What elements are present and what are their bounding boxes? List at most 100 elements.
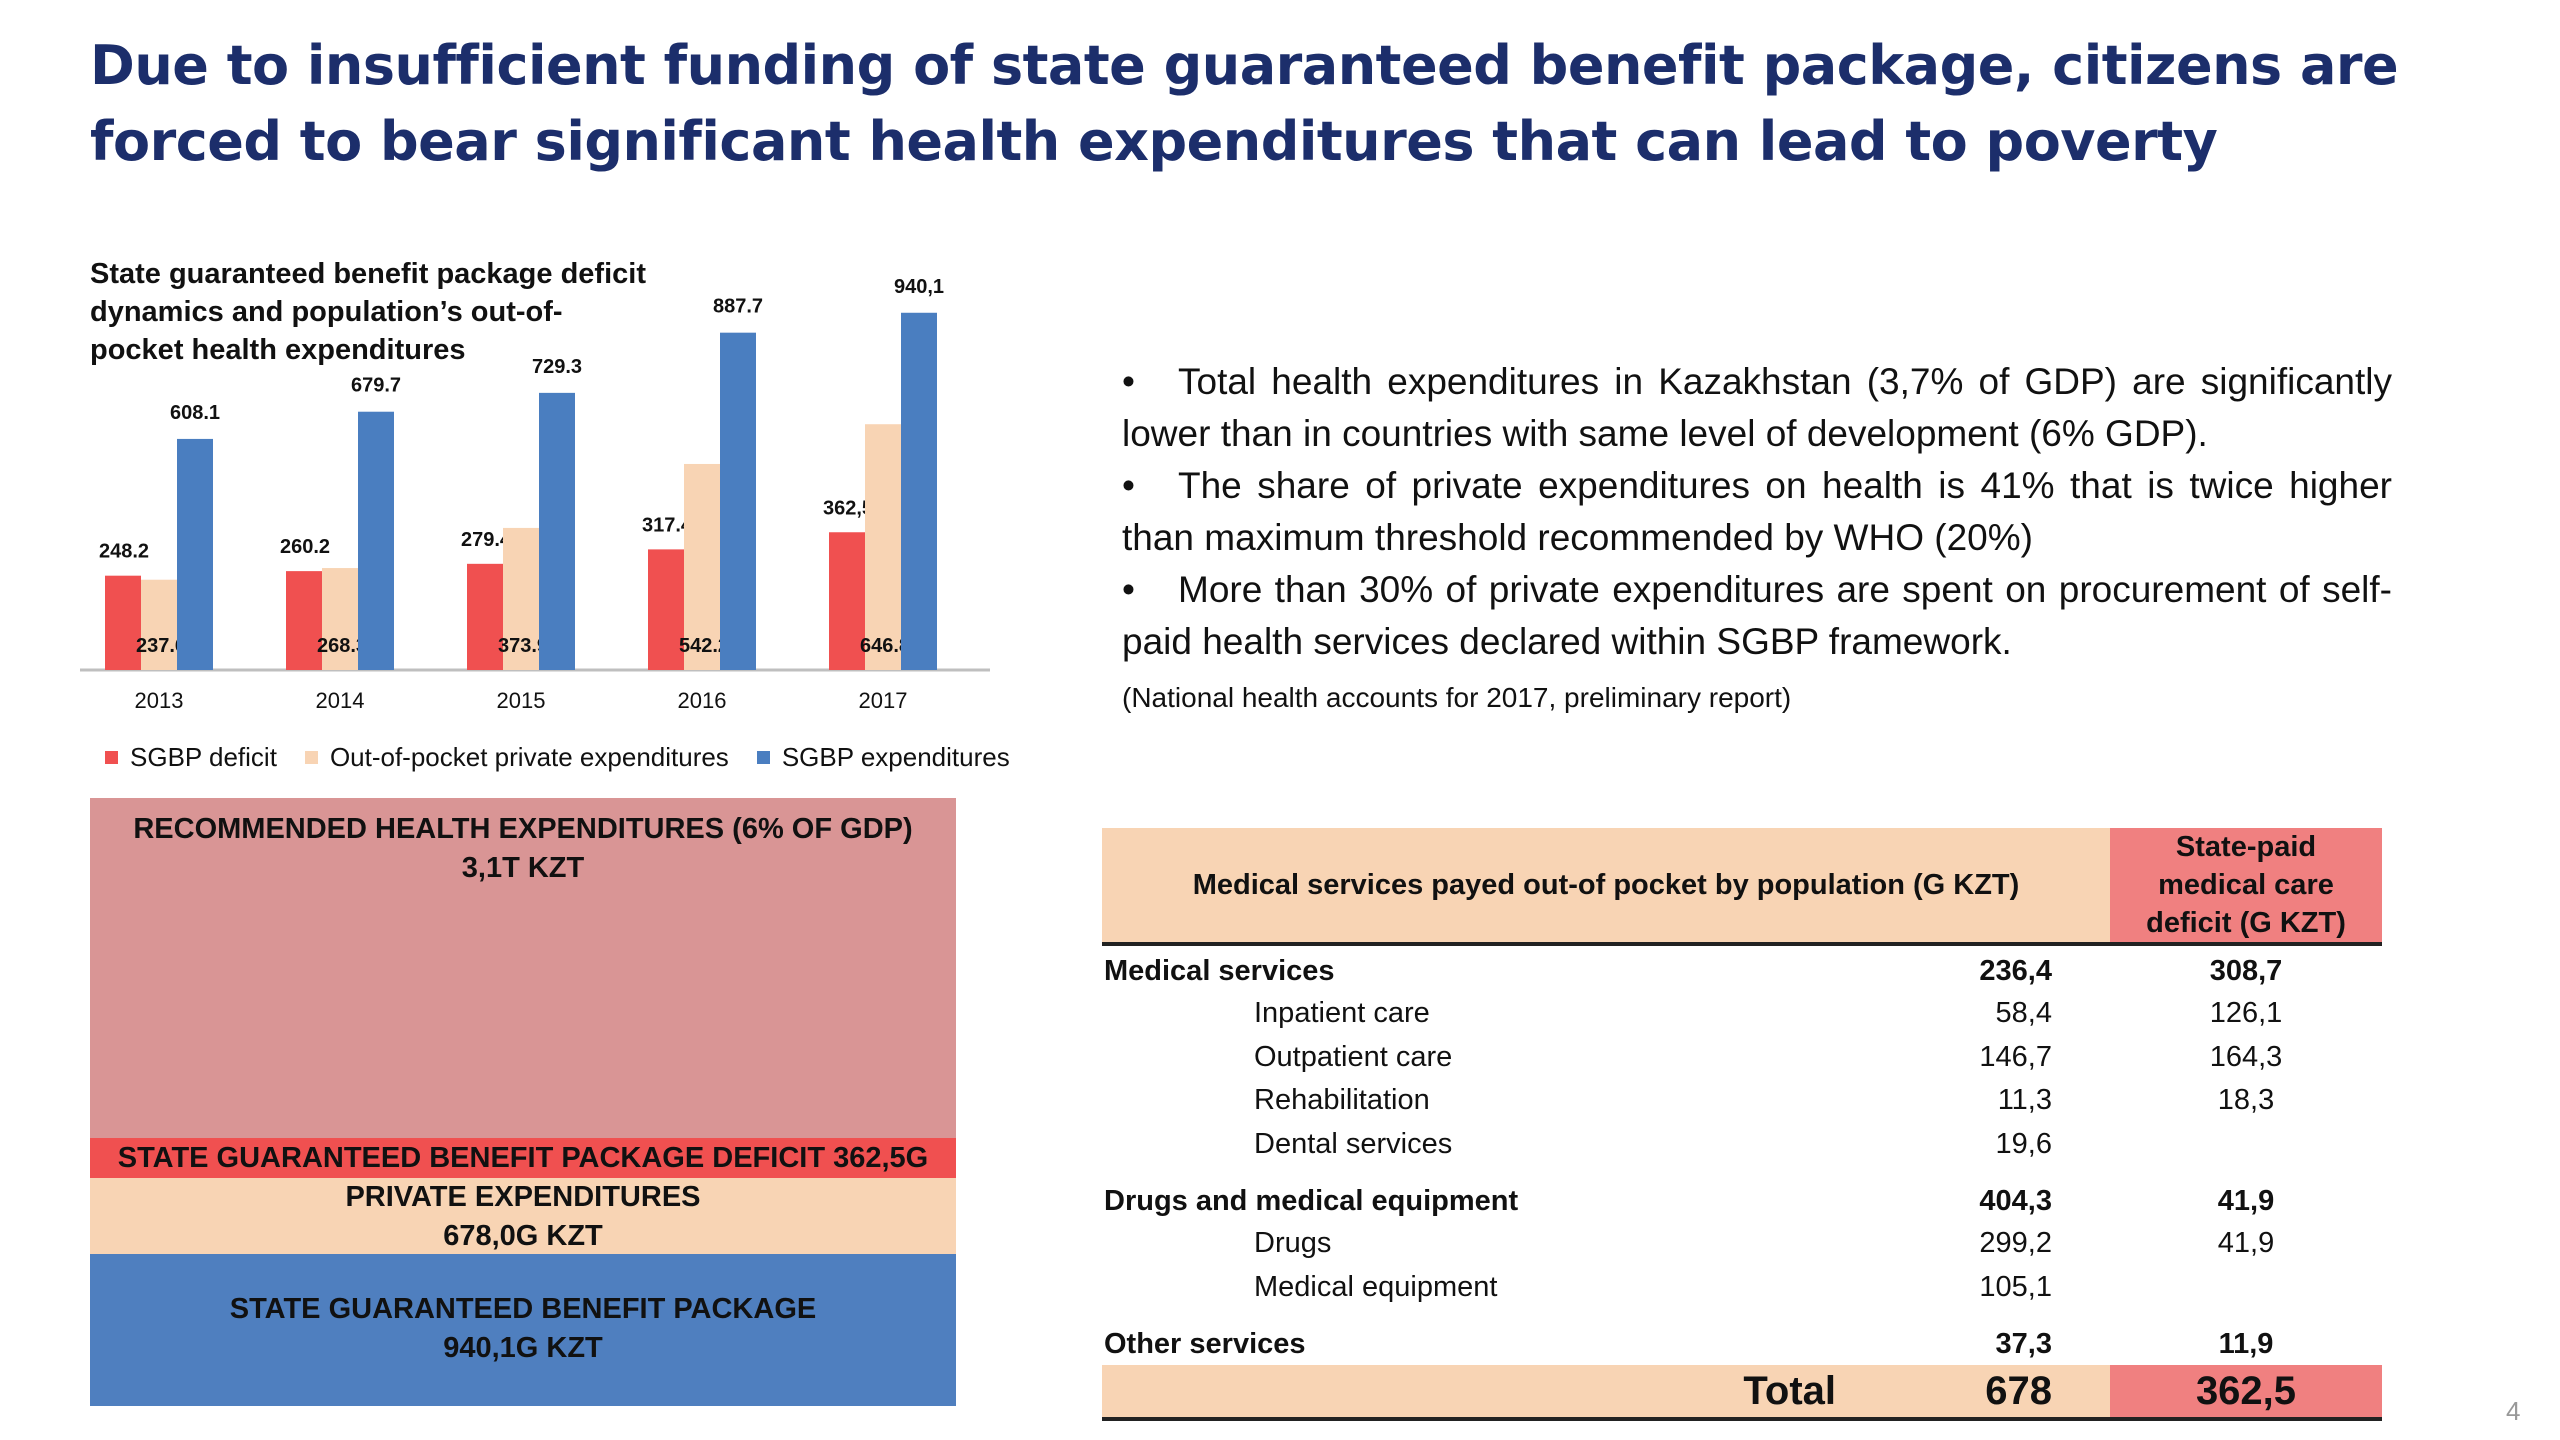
x-tick-label-2016: 2016 — [678, 688, 727, 713]
bar-sgbp-expenditures-2016 — [720, 332, 756, 670]
data-label-sgbp-expenditures-2013: 608.1 — [170, 402, 220, 424]
table-row: Outpatient care 146,7 164,3 — [1102, 1036, 2382, 1080]
data-label-sgbp-deficit-2016: 317.4 — [642, 514, 693, 536]
table-row: Rehabilitation 11,3 18,3 — [1102, 1079, 2382, 1123]
table-row: Drugs 299,2 41,9 — [1102, 1222, 2382, 1266]
legend-swatch-sgbp-expenditures — [756, 751, 770, 764]
bar-out-of-pocket-2016 — [684, 463, 720, 670]
x-tick-label-2015: 2015 — [497, 688, 546, 713]
row-out-of-pocket: 105,1 — [1979, 1270, 2052, 1303]
row-deficit: 41,9 — [2217, 1227, 2275, 1260]
row-out-of-pocket: 146,7 — [1979, 1040, 2052, 1073]
data-label-sgbp-deficit-2013: 248.2 — [99, 541, 149, 563]
page-number: 4 — [2506, 1396, 2521, 1426]
x-tick-label-2014: 2014 — [316, 688, 365, 713]
legend-label-out-of-pocket: Out-of-pocket private expenditures — [329, 742, 729, 772]
row-deficit: 164,3 — [2209, 1040, 2283, 1073]
table-row: Drugs and medical equipment 404,3 41,9 — [1102, 1166, 2382, 1222]
bullet-text: The share of private expenditures on hea… — [1122, 465, 2392, 558]
recommended-expenditures-block: RECOMMENDED HEALTH EXPENDITURES (6% OF G… — [90, 798, 956, 1138]
bar-sgbp-deficit-2017 — [829, 532, 865, 670]
table-header: Medical services payed out-of pocket by … — [1102, 828, 2382, 944]
data-label-sgbp-deficit-2017: 362,5 — [823, 497, 873, 519]
table-row: Dental services 19,6 — [1102, 1123, 2382, 1167]
private-expenditures-label: PRIVATE EXPENDITURES — [345, 1181, 701, 1213]
table-row: Medical equipment 105,1 — [1102, 1266, 2382, 1310]
bar-sgbp-deficit-2013 — [105, 575, 141, 670]
expenditure-stack: RECOMMENDED HEALTH EXPENDITURES (6% OF G… — [90, 798, 956, 1406]
row-deficit: 11,9 — [2218, 1328, 2274, 1360]
bullet-item: • More than 30% of private expenditures a… — [1122, 564, 2392, 668]
bar-sgbp-expenditures-2015 — [539, 392, 575, 670]
data-label-out-of-pocket-2013: 237.6 — [136, 635, 186, 657]
bar-sgbp-deficit-2015 — [467, 563, 503, 670]
row-label: Inpatient care — [1254, 997, 1430, 1030]
private-expenditures-block: PRIVATE EXPENDITURES 678,0G KZT — [90, 1178, 956, 1254]
source-note: (National health accounts for 2017, prel… — [1122, 682, 1792, 713]
legend-label-sgbp-expenditures: SGBP expenditures — [781, 742, 1010, 772]
chart-title: State guaranteed benefit package deficit… — [90, 258, 646, 366]
row-label: Rehabilitation — [1254, 1084, 1430, 1117]
row-label: Medical equipment — [1254, 1270, 1498, 1303]
private-expenditures-value: 678,0G KZT — [443, 1220, 603, 1252]
bullet-glyph: • — [1122, 465, 1135, 506]
table-total-row: Total 678 362,5 — [1102, 1365, 2382, 1421]
medical-services-table: Medical services payed out-of pocket by … — [1102, 828, 2382, 1421]
row-out-of-pocket: 236,4 — [1979, 955, 2052, 987]
data-label-sgbp-expenditures-2016: 887.7 — [713, 296, 763, 318]
legend-item-sgbp-expenditures: SGBP expenditures — [756, 742, 1010, 773]
data-label-sgbp-expenditures-2014: 679.7 — [351, 375, 401, 397]
key-findings: • Total health expenditures in Kazakhstan… — [1122, 356, 2392, 668]
bar-out-of-pocket-2013 — [141, 579, 177, 670]
data-label-sgbp-expenditures-2017: 940,1 — [894, 276, 944, 298]
bar-sgbp-expenditures-2017 — [901, 312, 937, 670]
row-label: Medical services — [1104, 955, 1335, 987]
sgbp-value: 940,1G KZT — [443, 1332, 603, 1364]
bar-sgbp-expenditures-2014 — [358, 411, 394, 670]
bar-sgbp-deficit-2016 — [648, 549, 684, 670]
slide-title: Due to insufficient funding of state gua… — [90, 34, 2399, 173]
x-tick-label-2013: 2013 — [135, 688, 184, 713]
bar-sgbp-deficit-2014 — [286, 571, 322, 670]
header-out-of-pocket: Medical services payed out-of pocket by … — [1102, 828, 2110, 944]
chart-legend: SGBP deficit Out-of-pocket private expen… — [105, 742, 1010, 773]
row-label: Outpatient care — [1254, 1040, 1453, 1073]
row-out-of-pocket: 404,3 — [1979, 1185, 2052, 1217]
total-out-of-pocket: 678 — [1874, 1365, 2110, 1421]
legend-label-sgbp-deficit: SGBP deficit — [130, 742, 277, 772]
legend-item-out-of-pocket: Out-of-pocket private expenditures — [304, 742, 729, 773]
bar-out-of-pocket-2015 — [503, 527, 539, 670]
data-label-sgbp-deficit-2015: 279.4 — [461, 529, 512, 551]
total-label: Total — [1102, 1365, 1874, 1421]
data-label-out-of-pocket-2015: 373.9 — [498, 635, 548, 657]
total-deficit: 362,5 — [2110, 1365, 2382, 1421]
row-out-of-pocket: 37,3 — [1995, 1328, 2052, 1360]
legend-swatch-sgbp-deficit — [105, 751, 118, 764]
table-row: Inpatient care 58,4 126,1 — [1102, 992, 2382, 1036]
sgbp-deficit-block: STATE GUARANTEED BENEFIT PACKAGE DEFICIT… — [90, 1138, 956, 1214]
row-out-of-pocket: 11,3 — [1997, 1084, 2052, 1117]
bullet-item: • Total health expenditures in Kazakhstan… — [1122, 356, 2392, 460]
recommended-expenditures-label: RECOMMENDED HEALTH EXPENDITURES (6% OF G… — [133, 813, 913, 845]
row-deficit: 18,3 — [2217, 1084, 2275, 1117]
sgbp-label: STATE GUARANTEED BENEFIT PACKAGE — [229, 1293, 817, 1325]
bar-sgbp-expenditures-2013 — [177, 438, 213, 670]
bullet-text: More than 30% of private expenditures ar… — [1122, 569, 2392, 662]
row-deficit: 126,1 — [2209, 997, 2283, 1030]
row-out-of-pocket: 19,6 — [1995, 1127, 2052, 1160]
sgbp-block: STATE GUARANTEED BENEFIT PACKAGE 940,1G … — [90, 1254, 956, 1406]
bar-out-of-pocket-2014 — [322, 568, 358, 670]
table-body: Medical services 236,4 308,7 Inpatient c… — [1102, 944, 2382, 1365]
bar-chart: 248.2 237.6 608.1 2013 260.2 268.3 679.7 2014 27… — [80, 276, 990, 713]
bullet-text: Total health expenditures in Kazakhstan … — [1122, 361, 2392, 454]
row-label: Other services — [1104, 1328, 1306, 1360]
bullet-glyph: • — [1122, 569, 1135, 610]
data-label-sgbp-expenditures-2015: 729.3 — [532, 356, 582, 378]
bar-out-of-pocket-2017 — [865, 424, 901, 670]
row-deficit — [2110, 1266, 2382, 1310]
data-label-out-of-pocket-2014: 268.3 — [317, 635, 367, 657]
bullet-item: • The share of private expenditures on he… — [1122, 460, 2392, 564]
recommended-expenditures-value: 3,1T KZT — [461, 852, 585, 884]
row-label: Drugs and medical equipment — [1104, 1185, 1519, 1217]
row-deficit: 308,7 — [2209, 955, 2283, 987]
